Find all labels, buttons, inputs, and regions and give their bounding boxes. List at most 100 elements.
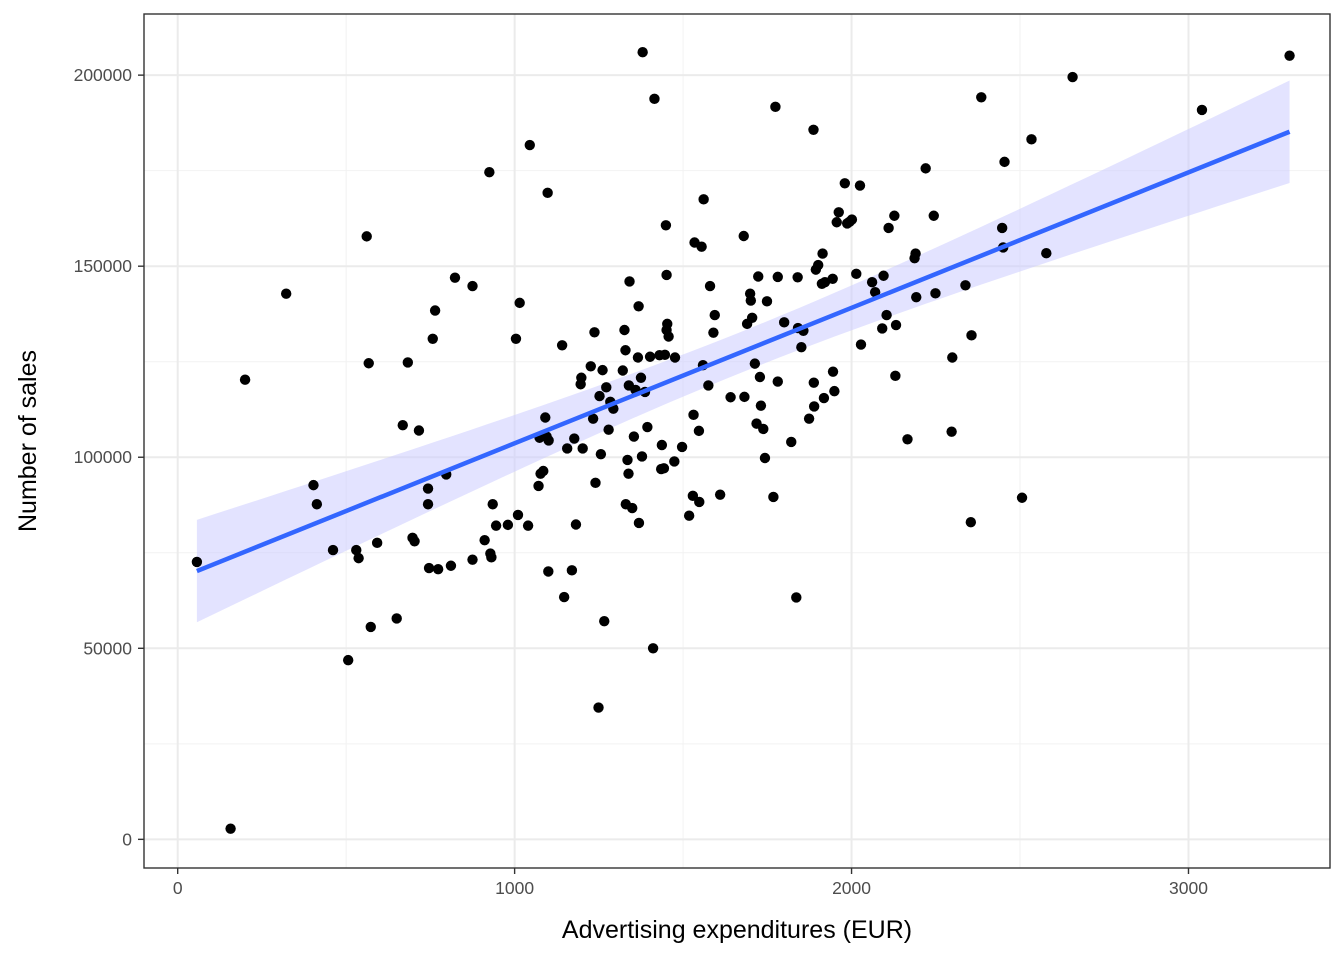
data-point [683, 510, 695, 521]
data-point [538, 465, 549, 477]
data-point [635, 372, 647, 383]
x-axis: 0 1000 2000 3000 [173, 868, 1208, 898]
data-point [819, 277, 831, 288]
data-point [619, 324, 630, 336]
data-point [817, 248, 828, 259]
data-point [467, 554, 478, 565]
data-point [902, 434, 913, 445]
data-point [542, 187, 553, 199]
data-point [704, 280, 716, 292]
data-point [308, 479, 319, 491]
regression-line [196, 129, 1291, 574]
data-point [656, 439, 668, 451]
data-point [833, 207, 844, 218]
data-point [556, 340, 568, 351]
data-point [594, 390, 605, 402]
data-point [827, 366, 839, 377]
data-point [647, 643, 659, 654]
data-point [402, 357, 414, 368]
data-point [585, 361, 596, 372]
x-tick-label: 2000 [832, 878, 871, 898]
data-point [432, 563, 444, 575]
data-point [813, 259, 824, 271]
data-point [514, 297, 525, 309]
data-point [365, 621, 376, 633]
data-point [818, 392, 830, 404]
data-point [808, 377, 820, 388]
data-point [620, 345, 631, 356]
data-point [512, 509, 524, 521]
data-point [590, 477, 601, 489]
data-point [603, 424, 614, 435]
data-point [714, 489, 726, 500]
data-point [397, 419, 408, 431]
plot-border [143, 13, 1331, 869]
data-point [524, 139, 535, 151]
data-point [772, 376, 783, 387]
data-point [745, 295, 757, 306]
data-point [225, 823, 236, 834]
data-point [540, 412, 551, 423]
data-point [658, 463, 670, 474]
data-point [786, 436, 797, 448]
data-point [846, 214, 858, 225]
data-point [622, 454, 633, 466]
data-point [669, 456, 680, 467]
data-point [829, 385, 840, 397]
data-point [749, 358, 761, 369]
data-point [688, 409, 699, 421]
data-point [569, 433, 580, 444]
data-point [1067, 71, 1078, 83]
data-point [889, 210, 900, 221]
data-point [759, 452, 771, 464]
data-point [371, 537, 383, 549]
data-point [738, 230, 749, 242]
data-point [966, 330, 977, 341]
y-tick-label: 50000 [83, 638, 132, 658]
data-point [617, 365, 628, 376]
data-point [851, 268, 862, 280]
y-tick-label: 150000 [74, 256, 133, 276]
data-point [522, 520, 534, 531]
data-point [633, 301, 644, 312]
data-point [624, 276, 635, 287]
data-point [533, 480, 544, 492]
data-point [808, 124, 819, 135]
data-point [391, 613, 402, 624]
data-point [768, 491, 779, 503]
data-point [659, 349, 671, 361]
data-point [351, 544, 362, 556]
data-point [490, 520, 502, 531]
data-point [577, 443, 588, 454]
data-point [831, 217, 842, 228]
data-point [999, 156, 1010, 168]
data-point [570, 519, 582, 530]
data-point [758, 423, 769, 435]
data-point [484, 166, 495, 178]
data-point [877, 323, 888, 334]
data-point [803, 413, 815, 424]
data-point [676, 441, 688, 453]
data-point [661, 269, 672, 281]
data-point [996, 222, 1008, 234]
data-point [280, 288, 292, 299]
y-axis-title: Number of sales [14, 350, 42, 532]
data-point [808, 401, 820, 412]
data-point [1196, 104, 1208, 116]
data-point [467, 280, 478, 292]
x-tick-label: 0 [173, 878, 183, 898]
data-points [191, 47, 1295, 834]
data-point [1016, 492, 1028, 503]
data-point [561, 443, 573, 454]
data-point [543, 566, 554, 577]
data-point [827, 273, 838, 284]
data-point [311, 499, 323, 510]
data-point [761, 296, 773, 307]
data-point [796, 341, 807, 353]
regression-line-layer [196, 129, 1291, 574]
data-point [890, 319, 902, 331]
data-point [558, 591, 570, 603]
data-point [649, 93, 660, 105]
data-point [353, 552, 364, 564]
data-point [709, 309, 720, 321]
